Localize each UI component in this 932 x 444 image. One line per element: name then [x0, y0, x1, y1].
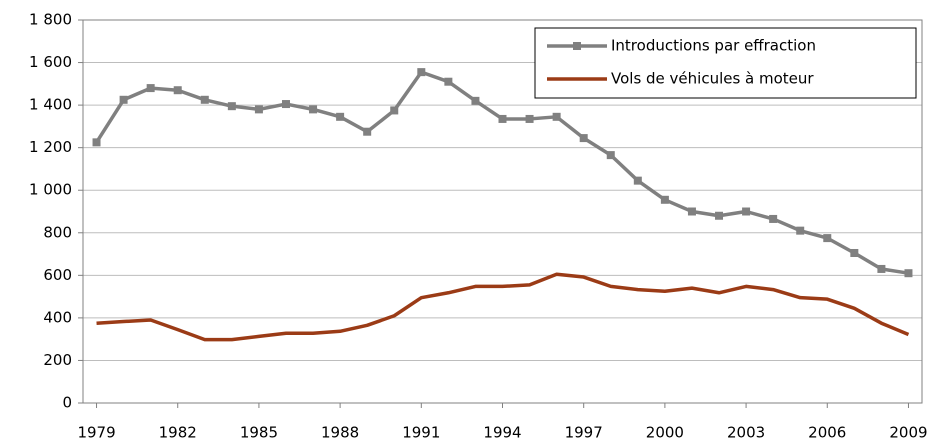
- point-marker: [309, 105, 318, 114]
- point-marker: [904, 269, 913, 278]
- x-tick-label: 1982: [159, 424, 197, 442]
- point-marker: [769, 214, 778, 223]
- point-marker: [146, 84, 155, 93]
- y-tick-label: 1 600: [29, 53, 72, 71]
- y-tick-label: 0: [62, 394, 72, 412]
- legend-label: Introductions par effraction: [611, 37, 816, 55]
- x-tick-label: 2009: [889, 424, 927, 442]
- point-marker: [633, 176, 642, 185]
- point-marker: [281, 100, 290, 109]
- point-marker: [471, 96, 480, 105]
- y-tick-label: 1 800: [29, 11, 72, 29]
- point-marker: [227, 102, 236, 111]
- point-marker: [444, 77, 453, 86]
- point-marker: [363, 127, 372, 136]
- point-marker: [823, 234, 832, 243]
- y-tick-label: 1 200: [29, 138, 72, 156]
- point-marker: [850, 248, 859, 257]
- legend-label: Vols de véhicules à moteur: [611, 70, 814, 88]
- y-tick-label: 400: [43, 308, 72, 326]
- x-tick-label: 1985: [240, 424, 278, 442]
- x-tick-label: 2003: [727, 424, 765, 442]
- point-marker: [200, 95, 209, 104]
- point-marker: [579, 134, 588, 143]
- x-tick-label: 1979: [77, 424, 115, 442]
- point-marker: [390, 106, 399, 115]
- y-tick-label: 200: [43, 351, 72, 369]
- point-marker: [552, 112, 561, 121]
- x-tick-label: 1997: [565, 424, 603, 442]
- y-tick-label: 600: [43, 266, 72, 284]
- point-marker: [525, 114, 534, 123]
- point-marker: [336, 112, 345, 121]
- point-marker: [417, 68, 426, 77]
- legend-marker: [573, 42, 581, 50]
- legend-box: [534, 27, 917, 99]
- x-tick-label: 1991: [402, 424, 440, 442]
- point-marker: [498, 114, 507, 123]
- y-tick-label: 1 400: [29, 96, 72, 114]
- point-marker: [92, 138, 101, 147]
- point-marker: [687, 207, 696, 216]
- point-marker: [254, 105, 263, 114]
- y-tick-label: 1 000: [29, 181, 72, 199]
- point-marker: [660, 195, 669, 204]
- x-tick-label: 1988: [321, 424, 359, 442]
- point-marker: [742, 207, 751, 216]
- point-marker: [796, 226, 805, 235]
- series-line: [96, 272, 910, 342]
- x-tick-label: 1994: [483, 424, 521, 442]
- point-marker: [119, 95, 128, 104]
- point-marker: [606, 151, 615, 160]
- point-marker: [715, 211, 724, 220]
- x-tick-label: 2000: [646, 424, 684, 442]
- x-tick-label: 2006: [808, 424, 846, 442]
- point-marker: [877, 264, 886, 273]
- y-tick-label: 800: [43, 223, 72, 241]
- series-line: [95, 70, 909, 275]
- point-marker: [173, 86, 182, 95]
